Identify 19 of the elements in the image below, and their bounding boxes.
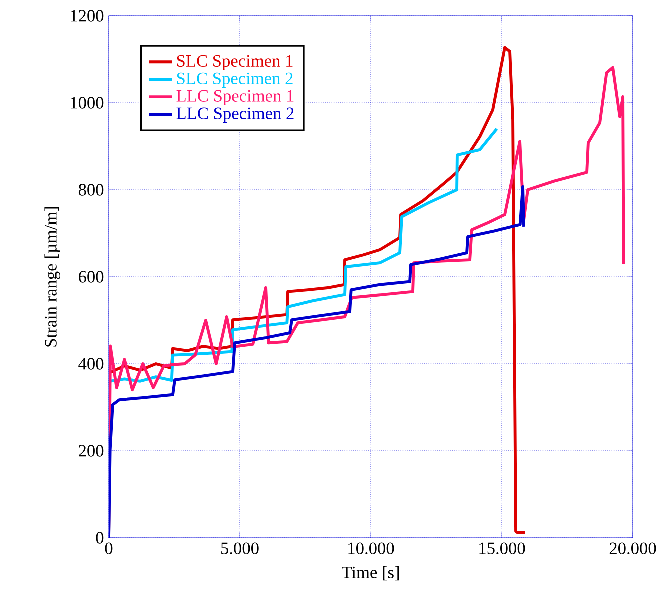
legend-label: SLC Specimen 1 <box>177 55 293 71</box>
y-tick-label: 1000 <box>71 97 104 109</box>
x-tick-label: 0 <box>105 542 113 554</box>
legend-label: LLC Specimen 1 <box>176 90 294 106</box>
y-tick-label: 1200 <box>71 10 104 22</box>
y-tick-label: 600 <box>79 271 104 283</box>
legend-label: SLC Specimen 2 <box>177 72 293 88</box>
y-tick-label: 200 <box>79 445 104 457</box>
x-tick-label: 20.000 <box>610 542 656 554</box>
y-tick-label: 800 <box>78 184 104 196</box>
x-axis-title: Time [s] <box>342 566 400 581</box>
y-tick-label: 0 <box>96 532 104 544</box>
line-series <box>109 185 526 538</box>
legend-label: LLC Specimen 2 <box>176 108 294 123</box>
y-axis-title: Strain range [µm/m] <box>44 207 60 347</box>
x-tick-label: 15.000 <box>480 542 526 554</box>
x-tick-label: 5.000 <box>222 542 259 554</box>
x-tick-label: 10.000 <box>348 542 394 554</box>
y-tick-label: 400 <box>78 358 104 370</box>
